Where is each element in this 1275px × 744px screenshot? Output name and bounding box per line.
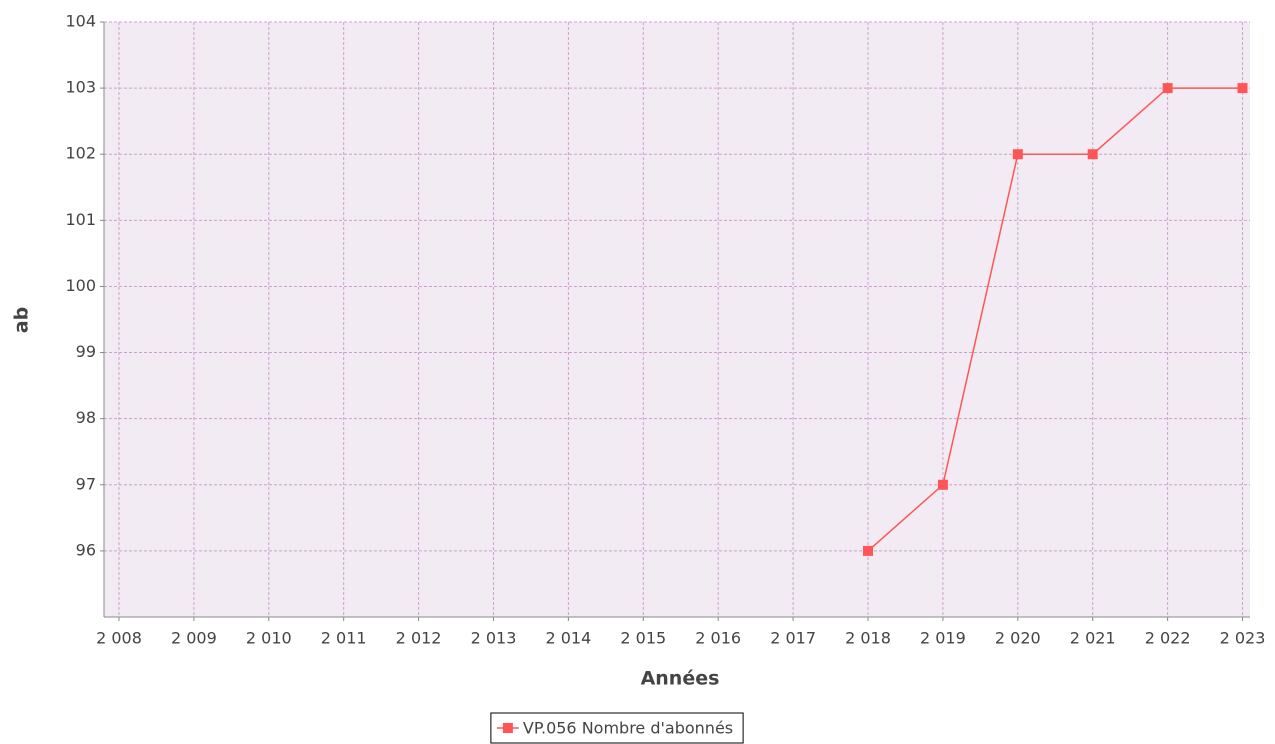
x-tick-label: 2 020 [995, 629, 1041, 648]
legend-box [490, 712, 744, 744]
x-tick-label: 2 023 [1220, 629, 1266, 648]
x-tick-label: 2 016 [695, 629, 741, 648]
x-tick-label: 2 013 [471, 629, 517, 648]
x-axis-title: Années [641, 668, 720, 690]
y-tick-label: 100 [65, 276, 96, 295]
x-tick-label: 2 015 [620, 629, 666, 648]
y-tick-label: 103 [65, 78, 96, 97]
data-point [1087, 149, 1098, 160]
data-point [1012, 149, 1023, 160]
legend-label: VP.056 Nombre d'abonnés [523, 719, 733, 738]
x-tick-label: 2 017 [770, 629, 816, 648]
data-point [863, 545, 873, 556]
x-tick-label: 2 018 [845, 629, 891, 648]
y-tick-label: 96 [76, 540, 96, 559]
x-tick-label: 2 008 [96, 629, 142, 648]
x-tick-label: 2 019 [920, 629, 966, 648]
x-tick-label: 2 010 [246, 629, 292, 648]
y-tick-label: 97 [76, 474, 96, 493]
y-tick-label: 98 [76, 408, 96, 427]
x-tick-label: 2 011 [321, 629, 367, 648]
y-tick-label: 101 [65, 210, 96, 229]
x-tick-label: 2 012 [396, 629, 442, 648]
series-line [867, 87, 1243, 552]
data-point [1162, 83, 1173, 94]
y-tick-label: 102 [65, 144, 96, 163]
y-axis-title: ab [11, 307, 33, 333]
x-tick-label: 2 022 [1145, 629, 1191, 648]
x-tick-label: 2 009 [171, 629, 217, 648]
legend: VP.056 Nombre d'abonnés [490, 712, 744, 744]
data-point [937, 479, 948, 490]
x-tick-label: 2 021 [1070, 629, 1116, 648]
data-point [1237, 83, 1248, 94]
x-tick-label: 2 014 [545, 629, 591, 648]
legend-marker [502, 723, 513, 733]
plot-background [104, 22, 1250, 617]
y-tick-label: 104 [65, 12, 96, 31]
y-tick-label: 99 [76, 342, 96, 361]
